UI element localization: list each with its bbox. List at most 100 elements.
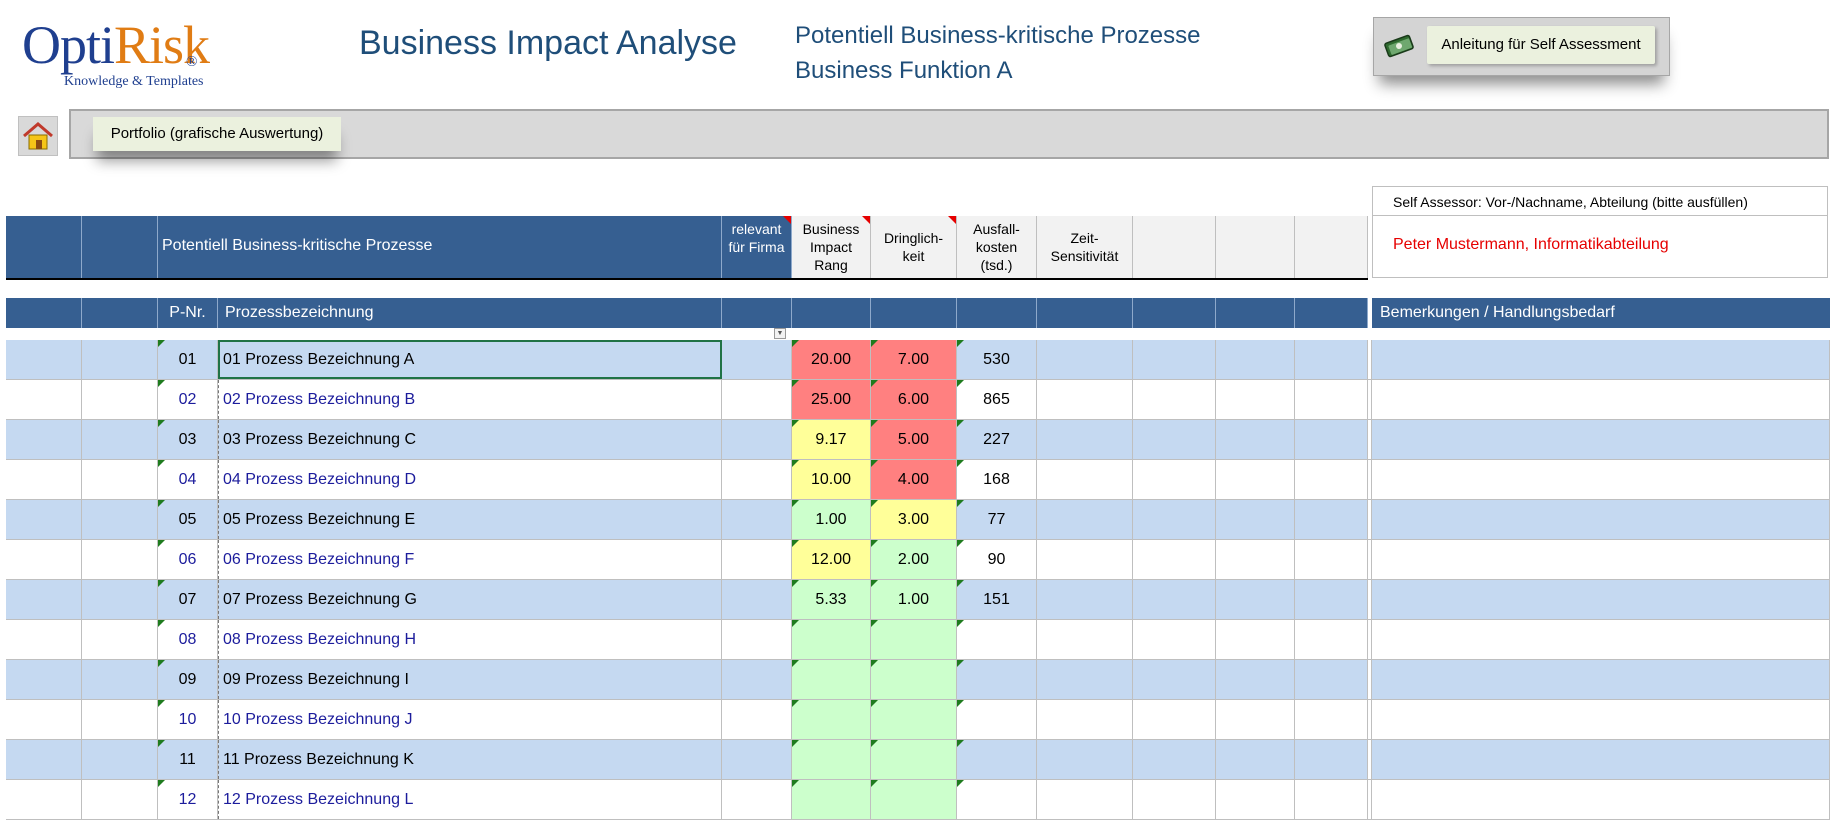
process-number[interactable]: 01 (158, 340, 218, 379)
remarks-cell[interactable] (1372, 460, 1830, 499)
empty-cell-1[interactable] (1133, 780, 1216, 819)
empty-cell-2[interactable] (1216, 460, 1295, 499)
remarks-cell[interactable] (1372, 620, 1830, 659)
bi-rank-cell[interactable] (792, 620, 871, 659)
loss-cost-cell[interactable]: 168 (957, 460, 1037, 499)
relevant-cell[interactable] (722, 540, 792, 579)
empty-cell-3[interactable] (1295, 420, 1368, 459)
relevant-cell[interactable] (722, 780, 792, 819)
urgency-cell[interactable] (871, 700, 957, 739)
urgency-cell[interactable]: 1.00 (871, 580, 957, 619)
row-blank-1[interactable] (6, 780, 82, 819)
urgency-cell[interactable]: 6.00 (871, 380, 957, 419)
loss-cost-cell[interactable]: 77 (957, 500, 1037, 539)
relevant-cell[interactable] (722, 460, 792, 499)
home-button[interactable] (18, 116, 58, 156)
filter-dropdown-icon[interactable]: ▼ (774, 328, 786, 339)
row-blank-1[interactable] (6, 340, 82, 379)
loss-cost-cell[interactable] (957, 620, 1037, 659)
empty-cell-1[interactable] (1133, 460, 1216, 499)
row-blank-2[interactable] (82, 780, 158, 819)
urgency-cell[interactable] (871, 660, 957, 699)
time-sensitivity-cell[interactable] (1037, 780, 1133, 819)
row-blank-1[interactable] (6, 420, 82, 459)
process-number[interactable]: 08 (158, 620, 218, 659)
empty-cell-2[interactable] (1216, 620, 1295, 659)
empty-cell-2[interactable] (1216, 660, 1295, 699)
row-blank-2[interactable] (82, 340, 158, 379)
process-number[interactable]: 11 (158, 740, 218, 779)
remarks-cell[interactable] (1372, 740, 1830, 779)
urgency-cell[interactable]: 3.00 (871, 500, 957, 539)
process-name-cell[interactable]: 06 Prozess Bezeichnung F (218, 540, 722, 579)
remarks-cell[interactable] (1372, 580, 1830, 619)
row-blank-1[interactable] (6, 660, 82, 699)
empty-cell-2[interactable] (1216, 580, 1295, 619)
time-sensitivity-cell[interactable] (1037, 700, 1133, 739)
bi-rank-cell[interactable] (792, 740, 871, 779)
time-sensitivity-cell[interactable] (1037, 460, 1133, 499)
time-sensitivity-cell[interactable] (1037, 420, 1133, 459)
bi-rank-cell[interactable]: 5.33 (792, 580, 871, 619)
empty-cell-1[interactable] (1133, 700, 1216, 739)
empty-cell-3[interactable] (1295, 740, 1368, 779)
loss-cost-cell[interactable] (957, 780, 1037, 819)
time-sensitivity-cell[interactable] (1037, 660, 1133, 699)
process-name-cell[interactable]: 04 Prozess Bezeichnung D (218, 460, 722, 499)
row-blank-2[interactable] (82, 740, 158, 779)
relevant-cell[interactable] (722, 420, 792, 459)
urgency-cell[interactable]: 7.00 (871, 340, 957, 379)
process-name-cell[interactable]: 10 Prozess Bezeichnung J (218, 700, 722, 739)
remarks-cell[interactable] (1372, 700, 1830, 739)
time-sensitivity-cell[interactable] (1037, 380, 1133, 419)
empty-cell-1[interactable] (1133, 500, 1216, 539)
bi-rank-cell[interactable]: 1.00 (792, 500, 871, 539)
row-blank-2[interactable] (82, 620, 158, 659)
process-number[interactable]: 12 (158, 780, 218, 819)
time-sensitivity-cell[interactable] (1037, 580, 1133, 619)
loss-cost-cell[interactable] (957, 660, 1037, 699)
row-blank-2[interactable] (82, 500, 158, 539)
time-sensitivity-cell[interactable] (1037, 340, 1133, 379)
empty-cell-3[interactable] (1295, 620, 1368, 659)
row-blank-1[interactable] (6, 460, 82, 499)
process-number[interactable]: 02 (158, 380, 218, 419)
urgency-cell[interactable] (871, 740, 957, 779)
empty-cell-1[interactable] (1133, 540, 1216, 579)
comment-indicator[interactable] (862, 216, 870, 224)
row-blank-2[interactable] (82, 580, 158, 619)
process-number[interactable]: 09 (158, 660, 218, 699)
relevant-cell[interactable] (722, 700, 792, 739)
time-sensitivity-cell[interactable] (1037, 740, 1133, 779)
bi-rank-cell[interactable]: 10.00 (792, 460, 871, 499)
empty-cell-2[interactable] (1216, 380, 1295, 419)
urgency-cell[interactable] (871, 780, 957, 819)
empty-cell-3[interactable] (1295, 660, 1368, 699)
empty-cell-3[interactable] (1295, 780, 1368, 819)
bi-rank-cell[interactable]: 9.17 (792, 420, 871, 459)
empty-cell-3[interactable] (1295, 340, 1368, 379)
remarks-cell[interactable] (1372, 540, 1830, 579)
empty-cell-3[interactable] (1295, 460, 1368, 499)
empty-cell-2[interactable] (1216, 500, 1295, 539)
bi-rank-cell[interactable]: 25.00 (792, 380, 871, 419)
money-icon[interactable] (1384, 31, 1416, 59)
process-number[interactable]: 07 (158, 580, 218, 619)
empty-cell-2[interactable] (1216, 780, 1295, 819)
row-blank-2[interactable] (82, 700, 158, 739)
row-blank-1[interactable] (6, 500, 82, 539)
empty-cell-2[interactable] (1216, 420, 1295, 459)
assessor-name-field[interactable]: Peter Mustermann, Informatikabteilung (1372, 216, 1828, 278)
loss-cost-cell[interactable] (957, 740, 1037, 779)
process-name-cell[interactable]: 07 Prozess Bezeichnung G (218, 580, 722, 619)
process-name-cell[interactable]: 11 Prozess Bezeichnung K (218, 740, 722, 779)
loss-cost-cell[interactable]: 227 (957, 420, 1037, 459)
process-name-cell[interactable]: 02 Prozess Bezeichnung B (218, 380, 722, 419)
empty-cell-3[interactable] (1295, 380, 1368, 419)
empty-cell-1[interactable] (1133, 340, 1216, 379)
remarks-cell[interactable] (1372, 780, 1830, 819)
relevant-cell[interactable] (722, 660, 792, 699)
comment-indicator[interactable] (948, 216, 956, 224)
process-number[interactable]: 06 (158, 540, 218, 579)
time-sensitivity-cell[interactable] (1037, 540, 1133, 579)
